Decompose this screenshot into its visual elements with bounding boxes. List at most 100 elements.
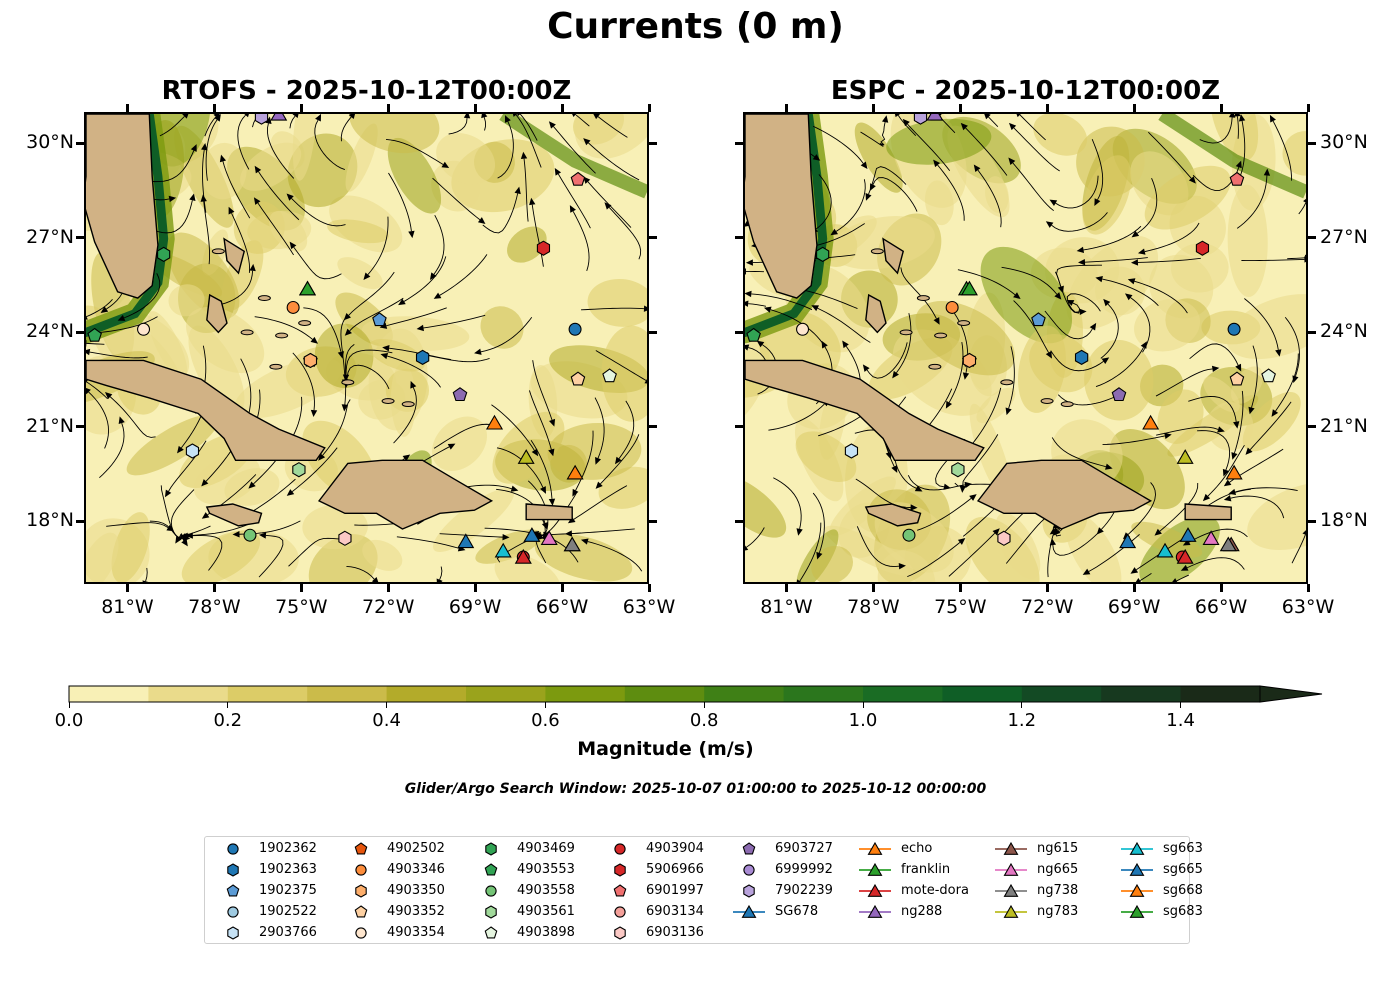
legend-symbol-circle-icon xyxy=(614,843,626,855)
legend-marker xyxy=(354,842,368,855)
rtofs-streamline-arrow xyxy=(219,154,227,163)
rtofs-marker-sg678 xyxy=(457,533,475,549)
rtofs-xtick-label: 69°W xyxy=(448,596,502,618)
rtofs-magnitude-patch xyxy=(480,306,524,349)
rtofs-streamline xyxy=(595,350,647,381)
espc-magnitude-patch xyxy=(854,122,903,193)
rtofs-streamline xyxy=(314,119,346,170)
rtofs-xtick-label: 66°W xyxy=(535,596,589,618)
espc-small-island xyxy=(934,332,948,339)
rtofs-land-abaco xyxy=(223,237,246,275)
colorbar-tick-label: 0.2 xyxy=(213,710,243,731)
espc-magnitude-patch xyxy=(980,246,1073,344)
rtofs-ytick-label: 18°N xyxy=(26,509,74,532)
espc-marker-6903727 xyxy=(1111,387,1127,402)
rtofs-streamline-arrow xyxy=(310,336,319,344)
rtofs-magnitude-patch xyxy=(598,466,647,509)
espc-streamline-arrow xyxy=(1130,259,1139,266)
espc-marker-ng665 xyxy=(1202,530,1220,545)
colorbar-extend-arrow xyxy=(1259,685,1323,703)
espc-magnitude-patch xyxy=(1134,299,1201,352)
rtofs-streamline xyxy=(291,198,346,227)
rtofs-streamline-arrow xyxy=(572,488,579,497)
legend-marker xyxy=(354,905,368,918)
rtofs-magnitude-patch xyxy=(507,226,547,263)
rtofs-streamline-arrow xyxy=(408,230,415,239)
rtofs-land-hispaniola xyxy=(317,459,494,530)
rtofs-marker-ng288 xyxy=(270,114,288,121)
espc-magnitude-patch xyxy=(1157,389,1204,444)
espc-streamline xyxy=(1130,297,1151,353)
espc-streamline xyxy=(1235,487,1298,493)
espc-streamline-arrow xyxy=(1134,577,1142,582)
espc-streamline-arrow xyxy=(1131,230,1140,238)
espc-streamline xyxy=(835,179,866,232)
espc-small-island xyxy=(899,329,913,336)
rtofs-streamline xyxy=(258,534,284,578)
legend-label: sg683 xyxy=(1163,904,1203,919)
espc-streamline-arrow xyxy=(1105,463,1113,470)
colorbar-tick-label: 1.2 xyxy=(1007,710,1037,731)
legend-marker xyxy=(1003,862,1019,876)
espc-ytick-label: 18°N xyxy=(1320,509,1368,532)
legend-symbol-triangle-icon xyxy=(995,904,1027,918)
espc-streamline-arrow xyxy=(811,305,819,312)
rtofs-streamline-arrow xyxy=(643,305,647,312)
rtofs-small-island xyxy=(401,401,415,408)
legend-marker xyxy=(614,863,626,877)
espc-marker-sg678 xyxy=(1119,533,1137,549)
legend-symbol-hexagon-icon xyxy=(485,842,497,856)
rtofs-streamline xyxy=(192,535,223,571)
espc-streamline xyxy=(917,498,972,531)
rtofs-streamline-arrow xyxy=(86,387,91,395)
espc-xtick-mark xyxy=(784,584,788,592)
rtofs-streamline-arrow xyxy=(481,114,488,119)
rtofs-marker-1902363 xyxy=(415,349,430,366)
espc-streamline-arrow xyxy=(745,290,752,298)
espc-marker-4903354 xyxy=(796,322,810,336)
legend-marker xyxy=(742,842,756,855)
colorbar-tick-mark xyxy=(1021,702,1023,708)
legend-symbol-circle-icon xyxy=(743,864,755,876)
espc-land-florida xyxy=(745,114,818,299)
rtofs-streamline xyxy=(532,360,553,421)
espc-streamline xyxy=(948,341,964,403)
espc-streamline-arrow xyxy=(1164,432,1172,440)
rtofs-streamline xyxy=(86,381,108,400)
rtofs-streamline-arrow xyxy=(436,578,443,582)
rtofs-streamline xyxy=(348,271,395,316)
rtofs-streamline xyxy=(538,533,579,563)
legend-symbol-circle-icon xyxy=(355,864,367,876)
rtofs-marker-4903352 xyxy=(570,371,586,386)
espc-xtick-mark xyxy=(1219,584,1223,592)
espc-magnitude-patch xyxy=(1242,392,1301,452)
rtofs-magnitude-patch xyxy=(186,306,265,374)
espc-streamline xyxy=(799,522,822,582)
legend-marker xyxy=(226,884,240,897)
colorbar-segment xyxy=(386,686,467,702)
espc-streamline-arrow xyxy=(1013,292,1021,300)
rtofs-streamline xyxy=(530,439,553,499)
espc-streamline-arrow xyxy=(796,579,803,582)
rtofs-magnitude-patch xyxy=(534,533,633,582)
espc-streamline-arrow xyxy=(1211,365,1220,373)
rtofs-streamline xyxy=(497,121,514,179)
espc-land-cuba xyxy=(745,359,985,462)
espc-marker-echo xyxy=(1142,414,1160,430)
rtofs-streamline xyxy=(303,307,342,352)
legend-label: 4903469 xyxy=(517,841,575,856)
espc-land xyxy=(745,114,1232,530)
espc-magnitude-patch xyxy=(877,550,936,582)
legend-marker xyxy=(227,843,239,855)
espc-streamline xyxy=(860,121,886,147)
espc-streamline-arrow xyxy=(910,504,918,511)
rtofs-marker-5906966 xyxy=(536,240,551,256)
espc-land-andros xyxy=(865,293,887,334)
rtofs-streamline xyxy=(109,396,156,438)
legend-symbol-triangle-icon xyxy=(859,862,891,876)
rtofs-marker-1902362 xyxy=(568,322,582,336)
espc-ytick-mark xyxy=(735,330,743,334)
espc-streamline xyxy=(1056,264,1102,287)
espc-small-island xyxy=(1060,401,1074,408)
colorbar-tick-mark xyxy=(703,702,705,708)
